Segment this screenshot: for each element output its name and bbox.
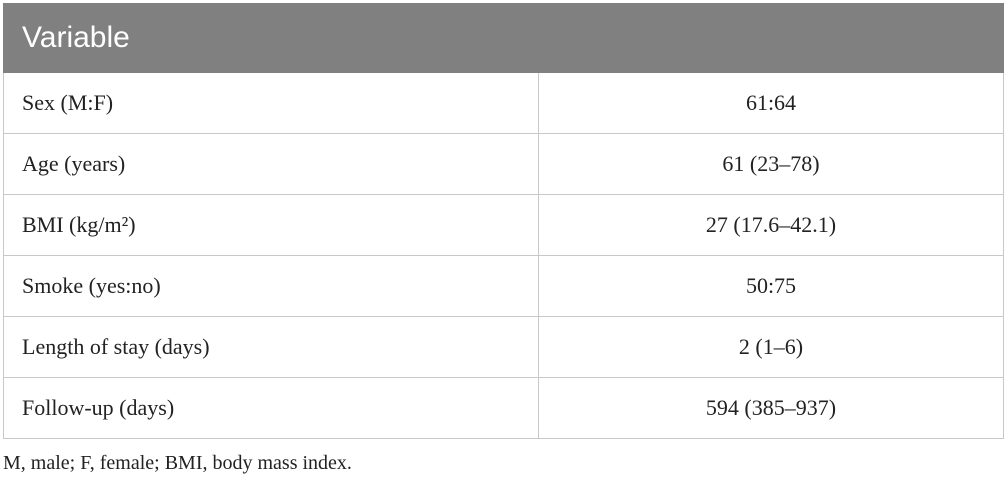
header-row: Variable (3, 3, 1004, 73)
table-row: Age (years) 61 (23–78) (3, 133, 1004, 195)
header-cell (538, 3, 1004, 73)
table-row: Follow-up (days) 594 (385–937) (3, 377, 1004, 439)
variable-cell: Follow-up (days) (3, 377, 539, 439)
value-cell: 50:75 (538, 255, 1004, 317)
footnote: M, male; F, female; BMI, body mass index… (3, 452, 352, 474)
header-cell: Variable (3, 3, 539, 73)
value-cell: 61 (23–78) (538, 133, 1004, 195)
variable-cell: Length of stay (days) (3, 316, 539, 378)
value-cell: 2 (1–6) (538, 316, 1004, 378)
value-cell: 61:64 (538, 72, 1004, 134)
value-cell: 27 (17.6–42.1) (538, 194, 1004, 256)
value-cell: 594 (385–937) (538, 377, 1004, 439)
variable-cell: Age (years) (3, 133, 539, 195)
variable-cell: Sex (M:F) (3, 72, 539, 134)
variable-cell: BMI (kg/m²) (3, 194, 539, 256)
table: Variable Sex (M:F) 61:64 Age (years) 61 (23… (3, 3, 1004, 439)
table-body: Sex (M:F) 61:64 Age (years) 61 (23–78) BMI (… (3, 72, 1004, 439)
variable-cell: Smoke (yes:no) (3, 255, 539, 317)
table-row: Smoke (yes:no) 50:75 (3, 255, 1004, 317)
table-row: Length of stay (days) 2 (1–6) (3, 316, 1004, 378)
table-row: Sex (M:F) 61:64 (3, 72, 1004, 134)
table-row: BMI (kg/m²) 27 (17.6–42.1) (3, 194, 1004, 256)
